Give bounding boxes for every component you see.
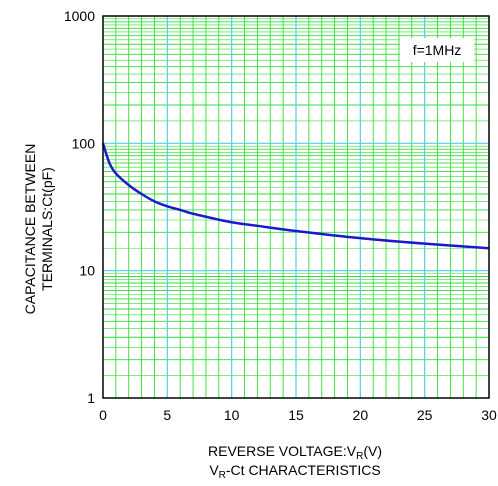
y-tick-label: 1 bbox=[87, 390, 95, 406]
y-tick-label: 1000 bbox=[64, 8, 95, 24]
chart-title-text: -Ct CHARACTERISTICS bbox=[225, 462, 381, 478]
ct-vs-vr-curve bbox=[101, 142, 490, 250]
x-tick-label: 10 bbox=[224, 407, 240, 423]
x-tick-label: 25 bbox=[417, 407, 433, 423]
y-axis-title: CAPACITANCE BETWEEN TERMINALS:Ct(pF) bbox=[22, 99, 56, 359]
chart-title: VR-Ct CHARACTERISTICS bbox=[100, 462, 490, 481]
x-tick-label: 5 bbox=[163, 407, 171, 423]
x-tick-label: 30 bbox=[481, 407, 497, 423]
x-axis-title: REVERSE VOLTAGE:VR(V) bbox=[100, 443, 490, 462]
frequency-annotation: f=1MHz bbox=[413, 42, 462, 58]
x-axis-title-subscript: R bbox=[356, 451, 364, 462]
y-tick-labels: 1 10 100 1000 bbox=[64, 8, 95, 406]
chart-title-subscript: R bbox=[218, 470, 226, 481]
series-layer bbox=[101, 142, 490, 250]
x-tick-label: 15 bbox=[288, 407, 304, 423]
y-axis-title-line-1: CAPACITANCE BETWEEN bbox=[22, 143, 38, 315]
x-tick-label: 20 bbox=[353, 407, 369, 423]
x-axis-title-unit: (V) bbox=[363, 443, 382, 459]
chart-title-v: V bbox=[209, 462, 219, 478]
x-tick-labels: 0 5 10 15 20 25 30 bbox=[99, 407, 497, 423]
annotation-box: f=1MHz bbox=[400, 38, 474, 62]
major-grid bbox=[103, 16, 489, 398]
y-axis-title-line-2: TERMINALS:Ct(pF) bbox=[39, 167, 55, 291]
y-tick-label: 10 bbox=[79, 263, 95, 279]
x-axis-title-text: REVERSE VOLTAGE:V bbox=[208, 443, 357, 459]
x-tick-label: 0 bbox=[99, 407, 107, 423]
plot-frame bbox=[102, 15, 490, 399]
y-tick-label: 100 bbox=[72, 135, 96, 151]
